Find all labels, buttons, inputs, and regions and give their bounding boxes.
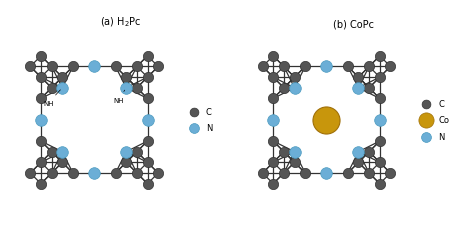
Point bbox=[112, 172, 119, 175]
Legend: C, N: C, N bbox=[186, 108, 212, 133]
Point bbox=[58, 150, 66, 154]
Point bbox=[291, 150, 298, 154]
Point bbox=[144, 182, 151, 186]
Point bbox=[269, 76, 277, 80]
Point bbox=[269, 97, 277, 101]
Point bbox=[291, 87, 298, 90]
Point bbox=[37, 97, 45, 101]
Point bbox=[133, 87, 141, 90]
Point bbox=[355, 161, 362, 164]
Point bbox=[280, 150, 288, 154]
Point bbox=[58, 76, 66, 80]
Point bbox=[376, 182, 383, 186]
Point bbox=[269, 55, 277, 58]
Point bbox=[27, 65, 34, 69]
Point bbox=[323, 118, 330, 122]
Point bbox=[112, 65, 119, 69]
Point bbox=[37, 55, 45, 58]
Point bbox=[144, 161, 151, 164]
Title: (b) CoPc: (b) CoPc bbox=[333, 19, 374, 29]
Point bbox=[144, 140, 151, 143]
Point bbox=[155, 65, 162, 69]
Point bbox=[133, 65, 141, 69]
Point bbox=[144, 76, 151, 80]
Point bbox=[37, 140, 45, 143]
Legend: C, Co, N: C, Co, N bbox=[418, 99, 449, 141]
Point bbox=[291, 76, 298, 80]
Point bbox=[269, 182, 277, 186]
Point bbox=[48, 172, 55, 175]
Point bbox=[365, 87, 373, 90]
Point bbox=[48, 150, 55, 154]
Point bbox=[301, 65, 309, 69]
Point bbox=[144, 55, 151, 58]
Point bbox=[280, 65, 288, 69]
Point bbox=[344, 172, 352, 175]
Point bbox=[365, 172, 373, 175]
Point bbox=[344, 65, 352, 69]
Point bbox=[280, 172, 288, 175]
Title: (a) H$_2$Pc: (a) H$_2$Pc bbox=[100, 15, 142, 29]
Point bbox=[387, 65, 394, 69]
Point bbox=[387, 172, 394, 175]
Point bbox=[37, 161, 45, 164]
Point bbox=[122, 150, 130, 154]
Text: NH: NH bbox=[43, 90, 60, 106]
Point bbox=[122, 161, 130, 164]
Point bbox=[269, 161, 277, 164]
Point bbox=[355, 76, 362, 80]
Point bbox=[376, 140, 383, 143]
Point bbox=[58, 161, 66, 164]
Point bbox=[144, 118, 151, 122]
Text: NH: NH bbox=[113, 91, 125, 103]
Point bbox=[301, 172, 309, 175]
Point bbox=[280, 87, 288, 90]
Point bbox=[269, 118, 277, 122]
Point bbox=[376, 55, 383, 58]
Point bbox=[69, 172, 77, 175]
Point bbox=[376, 118, 383, 122]
Point bbox=[259, 172, 266, 175]
Point bbox=[37, 118, 45, 122]
Point bbox=[37, 182, 45, 186]
Point bbox=[91, 172, 98, 175]
Point bbox=[323, 172, 330, 175]
Point bbox=[144, 97, 151, 101]
Point bbox=[27, 172, 34, 175]
Point bbox=[155, 172, 162, 175]
Point bbox=[259, 65, 266, 69]
Point bbox=[323, 65, 330, 69]
Point bbox=[365, 150, 373, 154]
Point bbox=[376, 161, 383, 164]
Point bbox=[122, 87, 130, 90]
Point bbox=[376, 76, 383, 80]
Point bbox=[69, 65, 77, 69]
Point bbox=[37, 76, 45, 80]
Point bbox=[58, 87, 66, 90]
Point bbox=[91, 65, 98, 69]
Point bbox=[133, 150, 141, 154]
Point bbox=[376, 97, 383, 101]
Point bbox=[291, 161, 298, 164]
Point bbox=[48, 87, 55, 90]
Point bbox=[269, 140, 277, 143]
Point bbox=[122, 76, 130, 80]
Point bbox=[355, 87, 362, 90]
Point bbox=[355, 150, 362, 154]
Point bbox=[48, 65, 55, 69]
Point bbox=[365, 65, 373, 69]
Point bbox=[133, 172, 141, 175]
